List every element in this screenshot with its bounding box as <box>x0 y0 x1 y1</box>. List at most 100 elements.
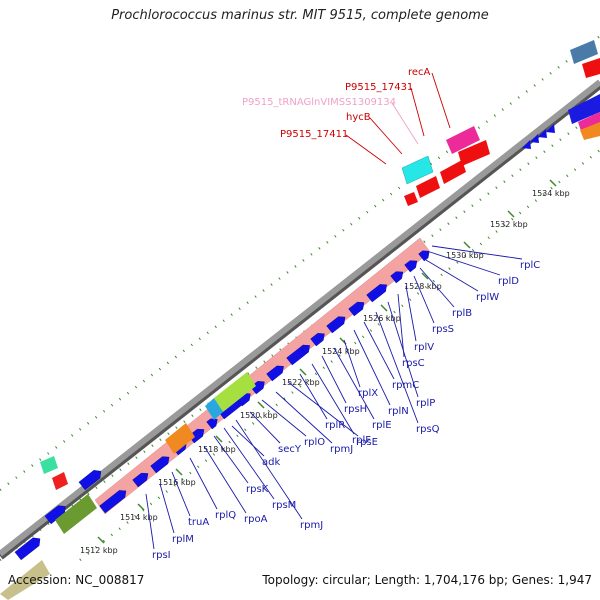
bp-tick-mark <box>549 179 557 187</box>
gene-label-rpmC[interactable]: rpmC <box>392 380 419 391</box>
gene-label-rpmJ[interactable]: rpmJ <box>330 444 353 455</box>
gene-label-rplQ[interactable]: rplQ <box>215 510 236 521</box>
accession-label: Accession: NC_008817 <box>8 573 145 587</box>
gene-leader-line <box>171 471 191 517</box>
gene-label-hycB[interactable]: hycB <box>346 112 371 123</box>
gene-leader-line <box>231 425 265 457</box>
genome-summary: Topology: circular; Length: 1,704,176 bp… <box>262 573 592 587</box>
gene-orange <box>165 423 195 454</box>
gene-label-rpoA[interactable]: rpoA <box>244 514 268 525</box>
gene-leader-line <box>203 445 247 514</box>
gene-leader-line <box>345 134 387 165</box>
gene-label-rpmJ[interactable]: rpmJ <box>300 520 323 531</box>
gene-label-rplN[interactable]: rplN <box>388 406 409 417</box>
map-title: Prochlorococcus marinus str. MIT 9515, c… <box>111 8 489 23</box>
gene-khaki <box>0 560 50 600</box>
gene-label-rplX[interactable]: rplX <box>358 388 378 399</box>
gene-label-rpsK[interactable]: rpsK <box>246 484 269 495</box>
gene-label-rplP[interactable]: rplP <box>416 398 435 409</box>
gene-leader-line <box>363 321 395 380</box>
gene-label-P9515_17431[interactable]: P9515_17431 <box>345 82 413 93</box>
gene-leader-line <box>311 363 355 435</box>
gene-label-adk[interactable]: adk <box>262 457 280 468</box>
bp-tick-labels: 1512 kbp 1514 kbp 1516 kbp 1518 kbp 1520 kbp… <box>80 179 570 555</box>
gene-leader-line <box>353 329 391 406</box>
gene-label-rplB[interactable]: rplB <box>452 308 472 319</box>
forward-gene-left-2 <box>44 505 66 525</box>
gene-label-rpsH[interactable]: rpsH <box>344 404 367 415</box>
bp-tick-label: 1516 kbp <box>158 478 196 487</box>
gene-secY-cyan <box>205 398 223 420</box>
forward-gene-12 <box>326 316 346 334</box>
bp-tick-label: 1518 kbp <box>198 445 236 454</box>
gene-label-rplF[interactable]: rplF <box>352 435 371 446</box>
gene-label-rplD[interactable]: rplD <box>498 276 519 287</box>
gene-leader-line <box>431 72 451 129</box>
gene-olive <box>55 494 97 534</box>
gene-leader-line <box>223 427 275 500</box>
forward-gene-11 <box>310 333 325 347</box>
forward-gene-2 <box>132 472 149 488</box>
gene-leader-line <box>343 339 361 388</box>
gene-label-rplM[interactable]: rplM <box>172 534 194 545</box>
bp-tick-label: 1534 kbp <box>532 189 570 198</box>
lower-tick-guide <box>79 149 600 561</box>
bp-tick-label: 1514 kbp <box>120 513 158 522</box>
reverse-gene-small-4 <box>546 124 555 133</box>
forward-gene-9 <box>266 365 284 382</box>
gene-leader-line <box>299 373 328 420</box>
gene-leader-line <box>375 311 419 424</box>
gene-leader-line <box>369 117 403 155</box>
reverse-gene-small-2 <box>530 134 539 143</box>
upper-gene-labels: recA P9515_17431 P9515_tRNAGlnVIMSS1309134… <box>242 67 451 165</box>
gene-label-rplV[interactable]: rplV <box>414 342 434 353</box>
gene-label-truA[interactable]: truA <box>188 517 209 528</box>
gene-label-recA[interactable]: recA <box>408 67 431 78</box>
forward-gene-16 <box>404 260 418 273</box>
gene-label-rpsQ[interactable]: rpsQ <box>416 424 440 435</box>
bp-tick-label: 1520 kbp <box>240 411 278 420</box>
bp-tick-mark <box>257 401 265 409</box>
bp-tick-label: 1532 kbp <box>490 220 528 229</box>
bp-tick-label: 1524 kbp <box>322 347 360 356</box>
gene-label-rpsE[interactable]: rpsE <box>356 437 378 448</box>
gene-leader-line <box>425 259 479 292</box>
forward-gene-17 <box>418 250 430 262</box>
gene-label-P9515_17411[interactable]: P9515_17411 <box>280 129 348 140</box>
gene-leader-line <box>145 493 155 550</box>
gene-hycB-cyan <box>401 155 434 185</box>
gene-leader-line <box>189 457 218 510</box>
gene-red-edge <box>582 58 600 78</box>
gene-label-rpsS[interactable]: rpsS <box>432 324 454 335</box>
gene-leader-line <box>235 419 303 520</box>
gene-label-secY[interactable]: secY <box>278 444 302 455</box>
gene-leader-line <box>397 293 405 358</box>
gene-label-rplO[interactable]: rplO <box>304 437 325 448</box>
bp-tick-mark <box>215 435 223 443</box>
forward-gene-1 <box>99 490 127 514</box>
gene-label-rplR[interactable]: rplR <box>325 420 345 431</box>
bp-tick-label: 1528 kbp <box>404 282 442 291</box>
gene-leader-line <box>431 245 523 260</box>
gene-recA-magenta <box>446 126 480 154</box>
bp-tick-mark <box>137 503 145 511</box>
operon-band <box>94 237 431 515</box>
gene-leader-line <box>249 411 281 444</box>
gene-label-rpsM[interactable]: rpsM <box>272 500 296 511</box>
gene-orange-edge <box>580 122 600 140</box>
forward-gene-left-3 <box>78 470 102 491</box>
gene-label-rpsC[interactable]: rpsC <box>402 358 425 369</box>
gene-label-P9515_tRNAGlnVIMSS1309134[interactable]: P9515_tRNAGlnVIMSS1309134 <box>242 97 396 108</box>
bp-tick-label: 1526 kbp <box>363 314 401 323</box>
gene-label-rplC[interactable]: rplC <box>520 260 540 271</box>
bp-tick-label: 1522 kbp <box>282 378 320 387</box>
gene-label-rpsI[interactable]: rpsI <box>152 550 171 561</box>
gene-leader-line <box>333 347 375 420</box>
forward-gene-13 <box>348 301 365 317</box>
gene-label-rplW[interactable]: rplW <box>476 292 499 303</box>
gene-adk-green <box>214 372 256 412</box>
forward-gene-14 <box>366 284 387 303</box>
gene-teal <box>40 456 58 474</box>
gene-label-rplE[interactable]: rplE <box>372 420 392 431</box>
